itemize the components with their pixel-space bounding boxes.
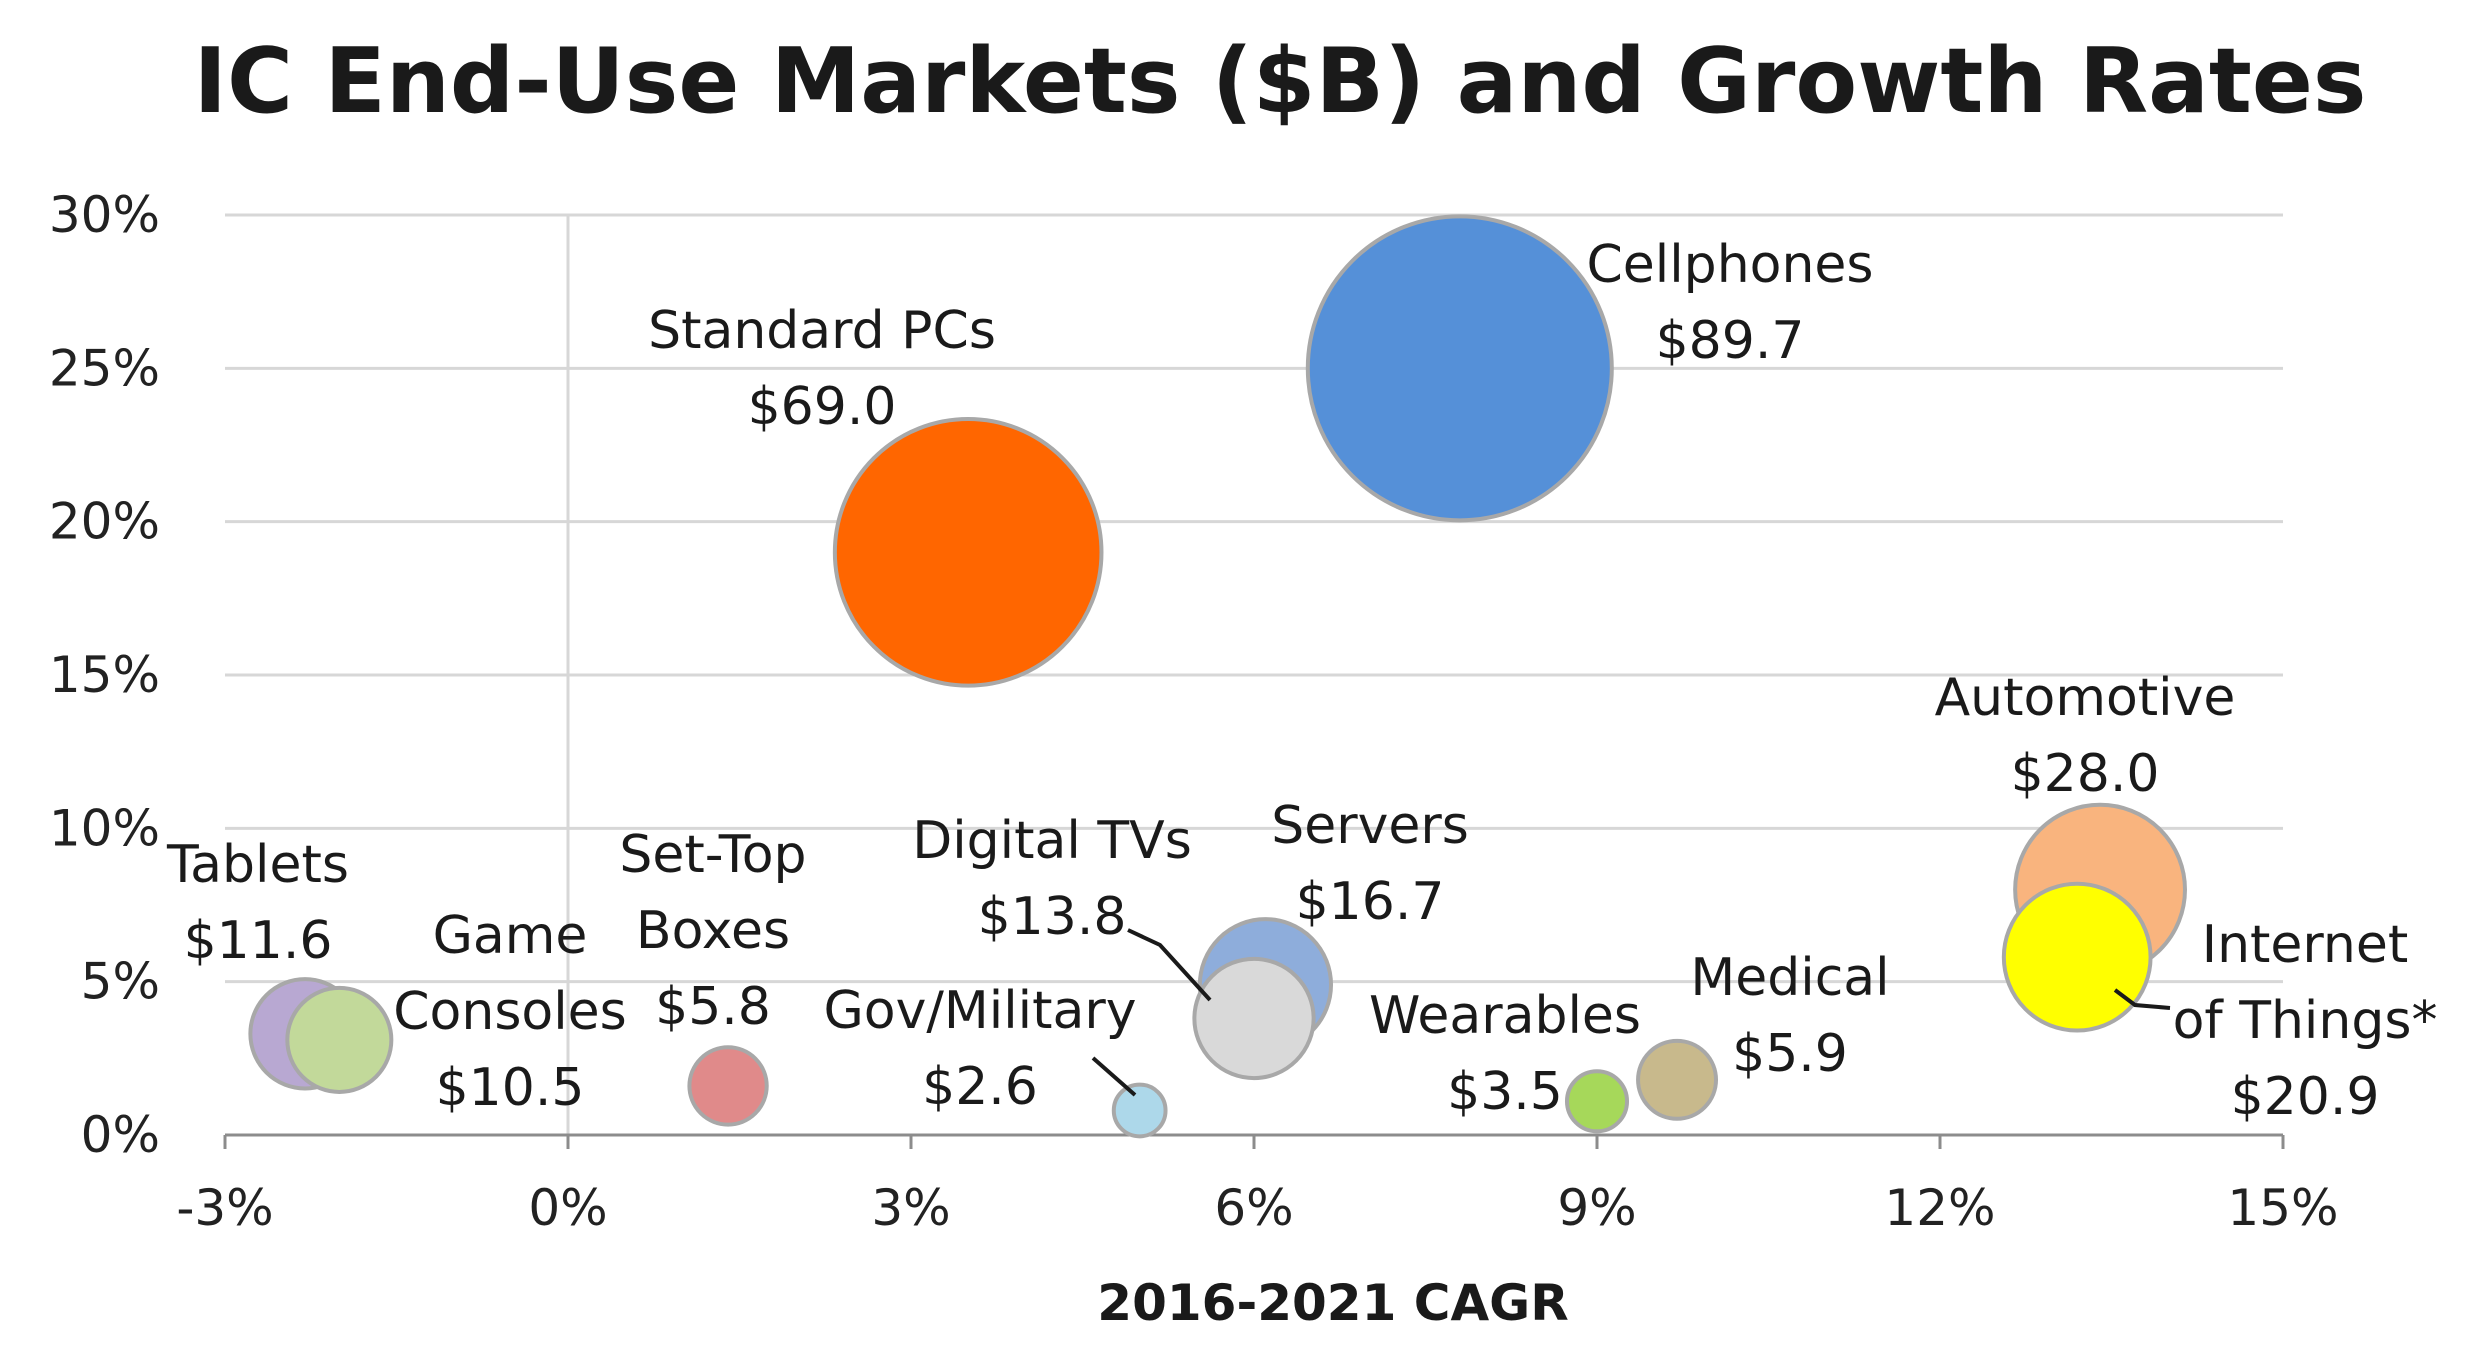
- y-tick-label: 25%: [49, 339, 160, 397]
- x-tick-labels: -3% 0% 3% 6% 9% 12% 15%: [176, 1179, 2338, 1237]
- bubble-medical: [1636, 1038, 1719, 1121]
- bubble-set-top-boxes: [687, 1045, 769, 1127]
- x-tick-label: 15%: [2227, 1179, 2338, 1237]
- bubble-label-set-top-boxes: $5.8: [655, 977, 771, 1037]
- bubble-label-set-top-boxes: Boxes: [636, 901, 790, 961]
- bubble-label-set-top-boxes: Set-Top: [619, 825, 806, 885]
- bubble-label-medical: Medical: [1690, 948, 1889, 1008]
- gridlines: [225, 213, 2283, 1135]
- bubble-label-internet-of-things: $20.9: [2231, 1067, 2380, 1127]
- leader-lines: [1091, 928, 2171, 1097]
- bubble-label-standard-pcs: Standard PCs: [648, 301, 996, 361]
- bubble-label-tablets: $11.6: [184, 911, 333, 971]
- x-tick-label: 6%: [1214, 1179, 1293, 1237]
- bubble-label-gov-military: $2.6: [922, 1057, 1038, 1117]
- bubble-label-cellphones: Cellphones: [1586, 235, 1873, 295]
- bubble-label-game-consoles: $10.5: [436, 1058, 585, 1118]
- bubble-label-game-consoles: Consoles: [393, 982, 627, 1042]
- bubble-labels: Automotive $28.0 Cellphones $89.7 Standard P…: [166, 235, 2437, 1127]
- bubble-label-servers: Servers: [1271, 796, 1469, 856]
- x-tick-label: 9%: [1557, 1179, 1636, 1237]
- chart-title: IC End-Use Markets ($B) and Growth Rates: [193, 29, 2366, 134]
- axes: [223, 1133, 2285, 1149]
- leader-gov-military: [1091, 1056, 1137, 1097]
- bubble-digital-tvs: [1192, 956, 1316, 1081]
- y-tick-labels: 0% 5% 10% 15% 20% 25% 30%: [49, 186, 160, 1164]
- bubble-label-automotive: Automotive: [1935, 668, 2236, 728]
- bubble-label-gov-military: Gov/Military: [823, 981, 1136, 1041]
- leader-internet-of-things: [2113, 988, 2171, 1010]
- y-tick-label: 5%: [81, 953, 160, 1011]
- bubble-label-digital-tvs: $13.8: [978, 887, 1127, 947]
- bubble-wearables: [1564, 1069, 1630, 1134]
- bubble-label-tablets: Tablets: [166, 835, 349, 895]
- bubble-label-game-consoles: Game: [433, 906, 588, 966]
- x-tick-label: 0%: [528, 1179, 607, 1237]
- bubble-cellphones: [1305, 214, 1614, 523]
- bubble-internet-of-things: [2001, 881, 2153, 1033]
- bubble-label-wearables: Wearables: [1369, 986, 1641, 1046]
- bubble-gov-military: [1111, 1082, 1168, 1139]
- y-tick-label: 20%: [49, 493, 160, 551]
- x-axis-title: 2016-2021 CAGR: [1097, 1274, 1568, 1332]
- bubble-label-standard-pcs: $69.0: [748, 377, 897, 437]
- bubble-label-servers: $16.7: [1296, 872, 1445, 932]
- bubble-label-cellphones: $89.7: [1656, 311, 1805, 371]
- bubble-label-digital-tvs: Digital TVs: [912, 811, 1192, 871]
- bubble-game-consoles: [285, 985, 394, 1094]
- y-tick-label: 10%: [49, 799, 160, 857]
- bubble-label-internet-of-things: Internet: [2202, 915, 2408, 975]
- y-tick-label: 30%: [49, 186, 160, 244]
- y-tick-label: 15%: [49, 646, 160, 704]
- x-tick-label: 12%: [1884, 1179, 1995, 1237]
- leader-digital-tvs: [1127, 928, 1212, 1002]
- x-tick-label: 3%: [871, 1179, 950, 1237]
- bubbles: [248, 214, 2187, 1139]
- bubble-label-medical: $5.9: [1732, 1024, 1848, 1084]
- bubble-label-automotive: $28.0: [2011, 744, 2160, 804]
- bubble-label-internet-of-things: of Things*: [2173, 991, 2438, 1051]
- y-tick-label: 0%: [81, 1106, 160, 1164]
- bubble-standard-pcs: [832, 417, 1104, 688]
- x-tick-label: -3%: [176, 1179, 273, 1237]
- bubble-label-wearables: $3.5: [1447, 1062, 1563, 1122]
